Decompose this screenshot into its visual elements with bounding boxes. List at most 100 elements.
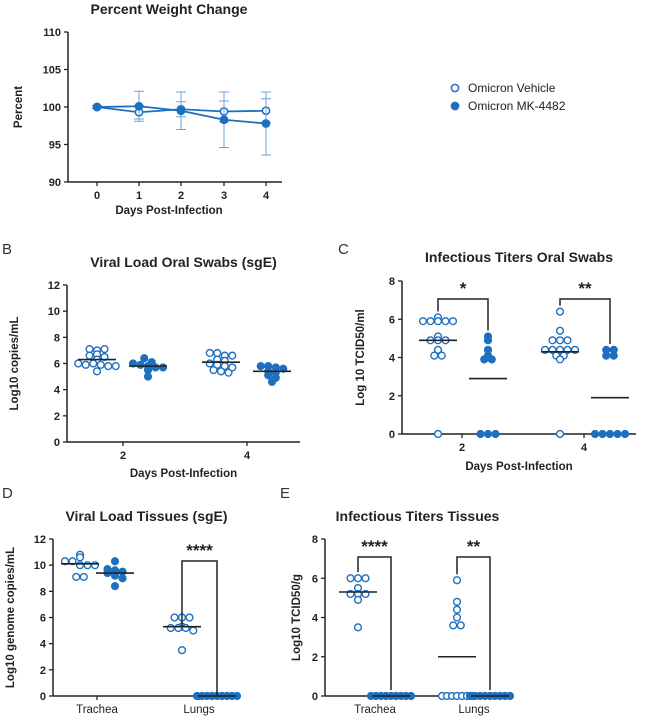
- y-tick-label: 12: [48, 280, 60, 292]
- legend-label: Omicron Vehicle: [468, 81, 556, 95]
- data-point: [555, 307, 565, 316]
- significance-label: ****: [186, 541, 213, 560]
- x-tick-label: Trachea: [354, 704, 396, 716]
- significance-label: ****: [361, 537, 388, 556]
- data-point: [449, 621, 458, 630]
- data-point: [609, 351, 618, 360]
- chart-title: Viral Load Oral Swabs (sgE): [90, 254, 276, 270]
- x-tick-label: 2: [120, 450, 126, 462]
- chart-title: Infectious Titers Tissues: [336, 508, 500, 524]
- significance-label: **: [578, 279, 592, 298]
- data-point: [134, 101, 144, 111]
- chart-title: Infectious Titers Oral Swabs: [425, 249, 613, 265]
- data-point: [361, 574, 370, 583]
- data-point: [598, 429, 607, 439]
- data-point: [261, 119, 271, 128]
- y-tick-label: 4: [312, 613, 319, 625]
- y-tick-label: 2: [389, 391, 395, 403]
- x-tick-label: 2: [178, 190, 184, 202]
- data-point: [430, 351, 439, 360]
- data-point: [487, 355, 496, 364]
- significance-bracket: [181, 560, 218, 696]
- data-point: [452, 597, 462, 606]
- y-axis-label: Log10 genome copies/mL: [5, 547, 17, 688]
- y-tick-label: 100: [43, 102, 61, 114]
- x-tick-label: 0: [94, 190, 100, 202]
- y-axis-label: Log10 copies/mL: [9, 317, 21, 411]
- data-point: [92, 102, 102, 112]
- data-point: [185, 613, 194, 622]
- data-point: [602, 351, 611, 360]
- data-point: [548, 336, 557, 345]
- y-tick-label: 0: [40, 691, 46, 703]
- data-point: [75, 553, 85, 562]
- x-tick-label: 4: [581, 442, 588, 454]
- data-point: [476, 429, 485, 439]
- y-tick-label: 10: [48, 306, 60, 318]
- x-tick-label: 4: [244, 450, 251, 462]
- y-tick-label: 110: [43, 27, 61, 39]
- chart-title: Viral Load Tissues (sgE): [65, 508, 227, 524]
- y-tick-label: 8: [312, 534, 318, 546]
- y-tick-label: 8: [40, 586, 46, 598]
- data-point: [433, 317, 443, 326]
- x-axis-label: Days Post-Infection: [465, 461, 572, 473]
- y-axis-label: Percent: [13, 86, 25, 128]
- data-point: [213, 348, 222, 358]
- data-point: [209, 365, 218, 375]
- legend-label: Omicron MK-4482: [468, 99, 566, 113]
- data-point: [480, 355, 489, 364]
- data-point: [90, 561, 100, 570]
- y-tick-label: 8: [389, 276, 395, 288]
- x-axis-label: Days Post-Infection: [115, 205, 222, 217]
- data-point: [92, 367, 102, 376]
- data-point: [74, 359, 83, 368]
- data-point: [140, 354, 149, 363]
- data-point: [224, 368, 233, 377]
- y-tick-label: 105: [43, 65, 61, 77]
- y-tick-label: 90: [49, 177, 61, 189]
- panel-d: Viral Load Tissues (sgE) D 0 2 4 6 8 10 12 Log10 …: [2, 485, 242, 716]
- y-tick-label: 4: [54, 385, 61, 397]
- data-point: [256, 362, 265, 371]
- data-point: [75, 561, 85, 570]
- filled-circle-icon: [450, 101, 460, 111]
- data-point: [176, 106, 186, 116]
- data-point: [151, 363, 160, 372]
- panel-a: Percent Weight Change 90 95 100 105 110 Percen…: [13, 1, 282, 217]
- data-point: [111, 362, 120, 371]
- data-point: [72, 572, 81, 582]
- panel-label: E: [280, 485, 290, 502]
- significance-label: *: [460, 279, 467, 298]
- data-point: [452, 613, 462, 622]
- data-point: [620, 429, 630, 439]
- panel-b: Viral Load Oral Swabs (sgE) B 0 2 4 6 8 10 12 Log…: [2, 241, 300, 480]
- significance-bracket: [559, 298, 611, 344]
- data-point: [85, 351, 94, 360]
- data-point: [81, 360, 90, 369]
- data-point: [143, 372, 153, 381]
- data-point: [136, 360, 145, 369]
- data-point: [228, 351, 237, 360]
- y-tick-label: 2: [312, 652, 318, 664]
- panel-label: C: [338, 241, 349, 258]
- chart-title: Percent Weight Change: [91, 1, 248, 17]
- x-tick-label: 3: [221, 190, 227, 202]
- data-point: [96, 360, 105, 369]
- data-point: [483, 429, 493, 439]
- data-point: [181, 623, 190, 633]
- data-point: [563, 336, 572, 345]
- data-point: [605, 429, 615, 439]
- y-tick-label: 0: [389, 429, 395, 441]
- data-point: [433, 429, 443, 439]
- y-tick-label: 8: [54, 332, 60, 344]
- data-point: [85, 345, 94, 354]
- significance-bracket: [357, 556, 392, 690]
- data-point: [452, 605, 462, 614]
- data-point: [170, 613, 179, 622]
- data-point: [353, 574, 363, 583]
- panel-label: B: [2, 241, 12, 258]
- data-point: [441, 317, 450, 326]
- data-point: [83, 561, 92, 570]
- y-tick-label: 95: [49, 140, 61, 152]
